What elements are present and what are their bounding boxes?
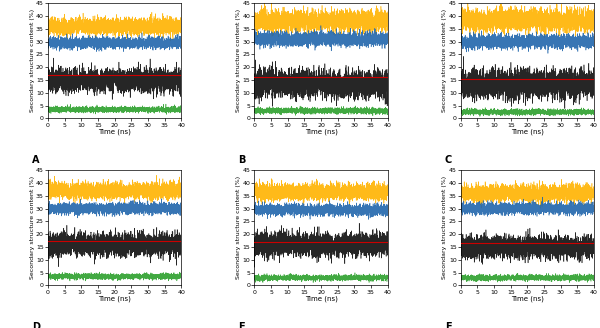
X-axis label: Time (ns): Time (ns) <box>305 296 337 302</box>
Y-axis label: Secondary structure content (%): Secondary structure content (%) <box>442 9 448 113</box>
Text: E: E <box>238 322 245 328</box>
X-axis label: Time (ns): Time (ns) <box>511 129 544 135</box>
Y-axis label: Secondary structure content (%): Secondary structure content (%) <box>29 9 35 113</box>
Y-axis label: Secondary structure content (%): Secondary structure content (%) <box>236 176 241 279</box>
Y-axis label: Secondary structure content (%): Secondary structure content (%) <box>29 176 35 279</box>
X-axis label: Time (ns): Time (ns) <box>511 296 544 302</box>
X-axis label: Time (ns): Time (ns) <box>305 129 337 135</box>
X-axis label: Time (ns): Time (ns) <box>98 129 131 135</box>
Text: B: B <box>238 155 246 165</box>
Text: C: C <box>445 155 452 165</box>
Text: F: F <box>445 322 451 328</box>
Y-axis label: Secondary structure content (%): Secondary structure content (%) <box>442 176 448 279</box>
Y-axis label: Secondary structure content (%): Secondary structure content (%) <box>236 9 241 113</box>
Text: D: D <box>32 322 40 328</box>
Text: A: A <box>32 155 40 165</box>
X-axis label: Time (ns): Time (ns) <box>98 296 131 302</box>
